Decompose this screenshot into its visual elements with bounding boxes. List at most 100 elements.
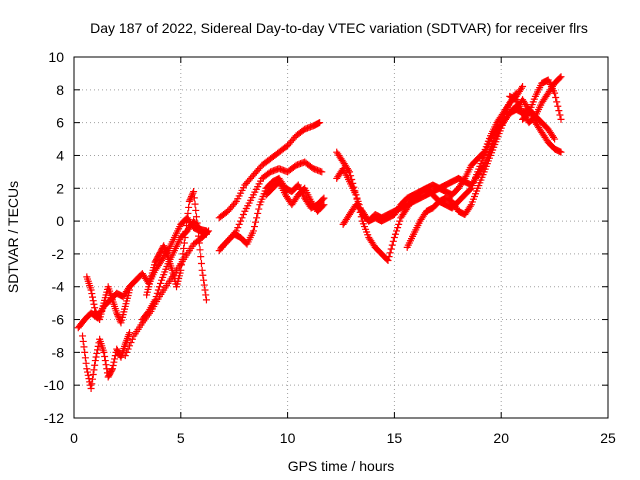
data-point <box>180 244 188 252</box>
data-point <box>346 168 354 176</box>
data-point <box>110 358 118 366</box>
data-point <box>184 209 192 217</box>
series-track-b <box>83 273 134 327</box>
y-tick-label: 4 <box>56 147 64 163</box>
data-point <box>190 188 198 196</box>
data-point <box>238 214 246 222</box>
plot-frame <box>73 56 609 419</box>
data-point <box>394 224 402 232</box>
data-point <box>553 98 561 106</box>
data-point <box>393 227 401 235</box>
x-tick-label: 10 <box>280 430 296 446</box>
series-track-g <box>215 119 324 222</box>
data-point <box>239 211 247 219</box>
data-point <box>200 281 208 289</box>
data-point <box>550 133 558 141</box>
x-tick-label: 0 <box>70 430 78 446</box>
x-tick-label: 5 <box>177 430 185 446</box>
data-point <box>254 209 262 217</box>
data-point <box>89 293 97 301</box>
data-point <box>114 312 122 320</box>
data-point <box>82 359 90 367</box>
data-point <box>466 202 474 210</box>
data-point <box>128 335 136 343</box>
data-point <box>89 297 97 305</box>
data-point <box>352 191 360 199</box>
data-point <box>151 296 159 304</box>
data-point <box>195 239 203 247</box>
data-point <box>318 168 326 176</box>
data-point <box>109 361 117 369</box>
y-tick-label: -6 <box>52 312 65 328</box>
data-point <box>154 286 162 294</box>
data-point <box>124 345 132 353</box>
data-point <box>231 199 239 207</box>
data-point <box>384 256 392 264</box>
data-point <box>113 309 121 317</box>
data-point <box>88 380 96 388</box>
data-point <box>198 266 206 274</box>
y-axis-label: SDTVAR / TECUs <box>5 181 21 293</box>
data-points <box>74 73 565 392</box>
y-tick-label: 8 <box>56 82 64 98</box>
data-point <box>517 84 525 92</box>
data-point <box>250 223 258 231</box>
data-point <box>319 202 327 210</box>
y-tick-label: 0 <box>56 213 64 229</box>
data-point <box>202 296 210 304</box>
data-point <box>557 73 565 81</box>
grid <box>74 57 608 418</box>
series-track-k <box>333 83 527 225</box>
data-point <box>556 74 564 82</box>
data-point <box>177 266 185 274</box>
data-point <box>316 119 324 127</box>
data-point <box>391 230 399 238</box>
data-point <box>84 371 92 379</box>
x-tick-label: 25 <box>600 430 616 446</box>
data-point <box>91 361 99 369</box>
data-point <box>192 206 200 214</box>
data-point <box>320 194 328 202</box>
data-point <box>116 317 124 325</box>
data-point <box>189 189 197 197</box>
data-point <box>190 194 198 202</box>
data-point <box>91 304 99 312</box>
data-point <box>557 148 565 156</box>
data-point <box>389 237 397 245</box>
y-tick-label: -8 <box>52 344 65 360</box>
data-point <box>81 348 89 356</box>
series-track-n <box>403 102 520 251</box>
data-point <box>101 357 109 365</box>
data-point <box>155 283 163 291</box>
data-point <box>512 89 520 97</box>
data-point <box>395 220 403 228</box>
data-point <box>121 352 129 360</box>
y-tick-label: -10 <box>44 377 64 393</box>
data-point <box>202 291 210 299</box>
data-point <box>102 361 110 369</box>
data-point <box>386 249 394 257</box>
data-point <box>388 241 396 249</box>
data-point <box>100 348 108 356</box>
data-point <box>552 93 560 101</box>
data-point <box>101 352 109 360</box>
data-point <box>90 300 98 308</box>
data-point <box>87 384 95 392</box>
data-point <box>390 234 398 241</box>
data-point <box>524 110 532 118</box>
data-point <box>191 200 199 208</box>
y-tick-label: 6 <box>56 115 64 131</box>
data-point <box>126 286 134 294</box>
data-point <box>91 357 99 365</box>
data-point <box>396 217 404 225</box>
data-point <box>157 279 165 287</box>
y-tick-label: -4 <box>52 279 65 295</box>
data-point <box>519 83 527 91</box>
data-point <box>197 259 205 267</box>
data-point <box>255 205 263 213</box>
data-point <box>385 253 393 261</box>
data-point <box>108 366 116 374</box>
data-point <box>126 329 134 337</box>
data-point <box>178 261 186 269</box>
data-point <box>237 217 245 225</box>
